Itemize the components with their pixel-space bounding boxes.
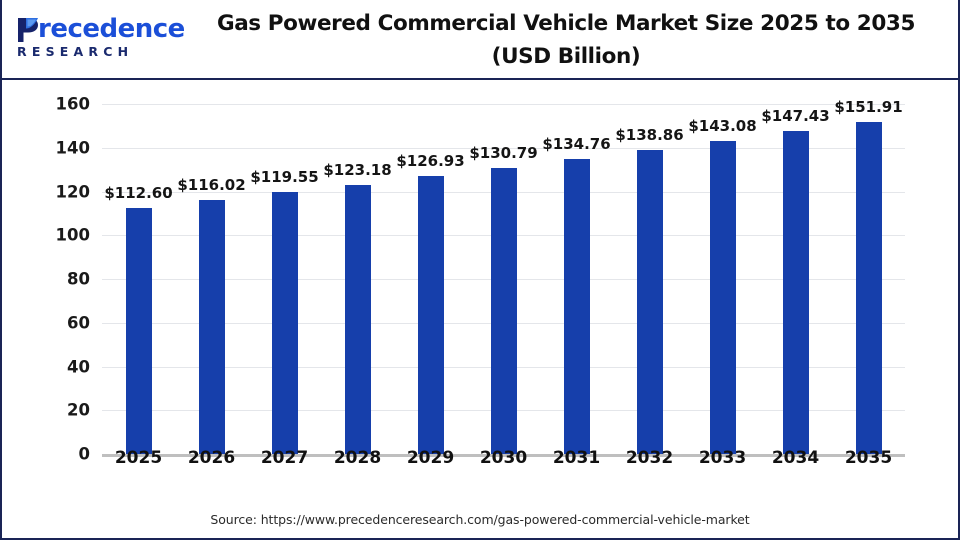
x-axis-tick-label: 2035: [844, 448, 893, 468]
logo-wordmark: recedence: [38, 14, 185, 44]
chart-header: recedence RESEARCH Gas Powered Commercia…: [2, 0, 958, 80]
page-title-line-2: (USD Billion): [491, 44, 641, 69]
y-axis-tick-label: 120: [55, 182, 90, 201]
bar: [782, 131, 809, 454]
x-axis-tick-label: 2026: [187, 448, 236, 468]
bar-value-label: $123.18: [323, 160, 392, 179]
bar-value-label: $147.43: [761, 107, 830, 126]
y-axis-tick-label: 100: [55, 225, 90, 245]
bar-value-label: $130.79: [469, 143, 538, 162]
x-axis-tick-label: 2027: [260, 448, 309, 468]
x-axis-baseline: [102, 454, 905, 457]
bar: [271, 192, 298, 454]
bar: [636, 150, 663, 454]
bar-value-label: $112.60: [104, 183, 173, 202]
bar-value-label: $116.02: [177, 176, 246, 195]
x-axis-tick-label: 2032: [625, 448, 674, 468]
gridline: [102, 104, 905, 105]
y-axis-tick-label: 160: [55, 94, 90, 114]
bar-value-label: $134.76: [542, 135, 611, 154]
x-axis-tick-label: 2034: [771, 448, 820, 468]
bar: [709, 141, 736, 454]
bar: [344, 184, 371, 454]
bar: [855, 121, 882, 454]
x-axis-tick-label: 2030: [479, 448, 528, 468]
y-axis-tick-label: 20: [67, 400, 90, 420]
y-axis-tick-label: 60: [67, 313, 90, 333]
bar: [490, 167, 517, 454]
x-axis-tick-label: 2025: [114, 448, 163, 468]
logo-subtext: RESEARCH: [17, 44, 134, 59]
bar: [563, 159, 590, 454]
x-axis-tick-label: 2031: [552, 448, 601, 468]
page-title-line-1: Gas Powered Commercial Vehicle Market Si…: [216, 11, 916, 36]
bar-chart: 0 20 40 60 80 100 120 140 160 $112.60 $116.02 $119…: [2, 82, 958, 538]
source-caption: Source: https://www.precedenceresearch.c…: [210, 512, 750, 527]
gridline: [102, 147, 905, 149]
page-title: Gas Powered Commercial Vehicle Market Si…: [188, 7, 944, 73]
x-axis-tick-label: 2033: [698, 448, 747, 468]
precedence-p-leaf-icon: [18, 18, 38, 42]
bar-value-label: $126.93: [396, 152, 465, 171]
y-axis-tick-label: 140: [55, 138, 90, 158]
bar: [125, 207, 152, 454]
precedence-research-logo: recedence RESEARCH: [14, 12, 185, 64]
bar-value-label: $138.86: [615, 126, 684, 145]
bar: [417, 176, 444, 454]
x-axis-tick-label: 2029: [406, 448, 455, 468]
x-axis-tick-label: 2028: [333, 448, 382, 468]
bar: [198, 200, 225, 454]
bar-value-label: $151.91: [834, 97, 903, 116]
y-axis-tick-label: 40: [67, 357, 90, 376]
y-axis-tick-label: 80: [67, 269, 90, 289]
bar-value-label: $119.55: [250, 168, 319, 187]
bar-value-label: $143.08: [688, 117, 757, 135]
y-axis-tick-label: 0: [78, 444, 90, 464]
